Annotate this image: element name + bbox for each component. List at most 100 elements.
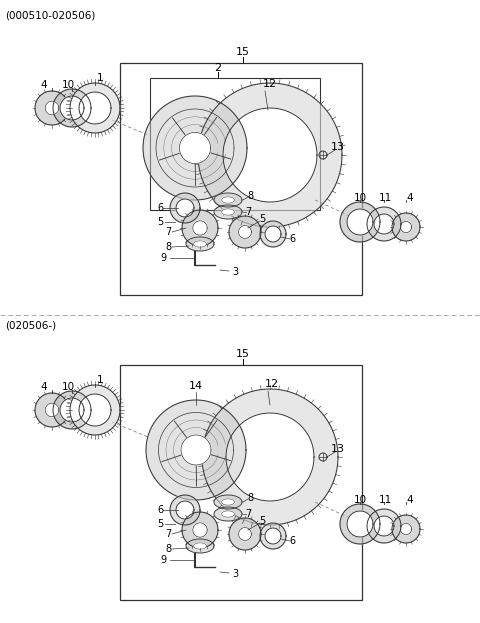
Polygon shape [70,83,120,133]
Polygon shape [222,511,234,517]
Text: 3: 3 [232,569,238,579]
Text: 9: 9 [160,253,166,263]
Text: (000510-020506): (000510-020506) [5,10,96,20]
Polygon shape [260,221,286,247]
Polygon shape [265,528,281,544]
Text: 15: 15 [236,349,250,359]
Polygon shape [229,216,261,248]
Text: 4: 4 [407,495,413,505]
Polygon shape [35,91,69,125]
Text: 6: 6 [157,203,163,213]
Text: 5: 5 [157,217,163,227]
Polygon shape [194,241,206,247]
Polygon shape [400,221,412,232]
Polygon shape [146,400,246,500]
Polygon shape [194,543,206,549]
Text: 4: 4 [41,382,48,392]
Polygon shape [45,101,59,115]
Polygon shape [347,209,373,235]
Text: 10: 10 [353,193,367,203]
Polygon shape [53,89,91,127]
Polygon shape [222,209,234,215]
Polygon shape [176,501,194,519]
Polygon shape [53,391,91,429]
Text: 10: 10 [61,382,74,392]
Text: 6: 6 [289,234,295,244]
Polygon shape [214,205,242,219]
Text: 9: 9 [160,555,166,565]
Polygon shape [182,512,218,548]
Polygon shape [70,385,120,435]
Polygon shape [367,207,401,241]
Text: 6: 6 [289,536,295,546]
Text: 8: 8 [247,191,253,201]
Text: 11: 11 [378,193,392,203]
Polygon shape [214,495,242,509]
Polygon shape [265,226,281,242]
Polygon shape [392,515,420,543]
Polygon shape [180,133,211,164]
Text: 4: 4 [407,193,413,203]
Polygon shape [222,499,234,505]
Text: 12: 12 [265,379,279,389]
Polygon shape [35,393,69,427]
Polygon shape [340,504,380,544]
Text: 11: 11 [378,495,392,505]
Bar [120,63,362,295]
Polygon shape [214,193,242,207]
Polygon shape [347,511,373,537]
Polygon shape [193,221,207,235]
Text: 3: 3 [232,267,238,277]
Text: 7: 7 [165,529,171,539]
Polygon shape [214,507,242,521]
Polygon shape [79,394,111,426]
Text: 13: 13 [331,444,345,454]
Polygon shape [186,539,214,553]
Polygon shape [374,214,394,234]
Polygon shape [170,495,200,525]
Polygon shape [60,96,84,120]
Text: 4: 4 [41,80,48,90]
Text: 7: 7 [245,207,251,217]
Polygon shape [143,96,247,200]
Text: 5: 5 [259,214,265,224]
Polygon shape [223,108,317,202]
Text: 7: 7 [165,227,171,237]
Polygon shape [79,92,111,124]
Polygon shape [340,202,380,242]
Text: 8: 8 [165,544,171,554]
Text: 5: 5 [157,519,163,529]
Polygon shape [226,413,314,501]
Polygon shape [45,403,59,417]
Text: 8: 8 [165,242,171,252]
Text: 6: 6 [157,505,163,515]
Text: 10: 10 [353,495,367,505]
Polygon shape [374,516,394,536]
Polygon shape [260,523,286,549]
Polygon shape [222,197,234,203]
Text: 2: 2 [215,63,222,73]
Text: 1: 1 [96,375,103,385]
Polygon shape [367,509,401,543]
Text: 8: 8 [247,493,253,503]
Bar [120,365,362,600]
Polygon shape [239,528,252,540]
Polygon shape [182,210,218,246]
Polygon shape [198,83,342,227]
Polygon shape [181,435,211,465]
Text: 10: 10 [61,80,74,90]
Polygon shape [239,226,252,239]
Polygon shape [400,523,412,535]
Text: 12: 12 [263,79,277,89]
Text: 14: 14 [189,381,203,391]
Polygon shape [392,213,420,241]
Polygon shape [170,193,200,223]
Text: 7: 7 [245,509,251,519]
Polygon shape [60,398,84,422]
Text: 15: 15 [236,47,250,57]
Polygon shape [186,237,214,251]
Text: 5: 5 [259,516,265,526]
Polygon shape [176,199,194,217]
Polygon shape [193,523,207,537]
Bar [150,78,320,210]
